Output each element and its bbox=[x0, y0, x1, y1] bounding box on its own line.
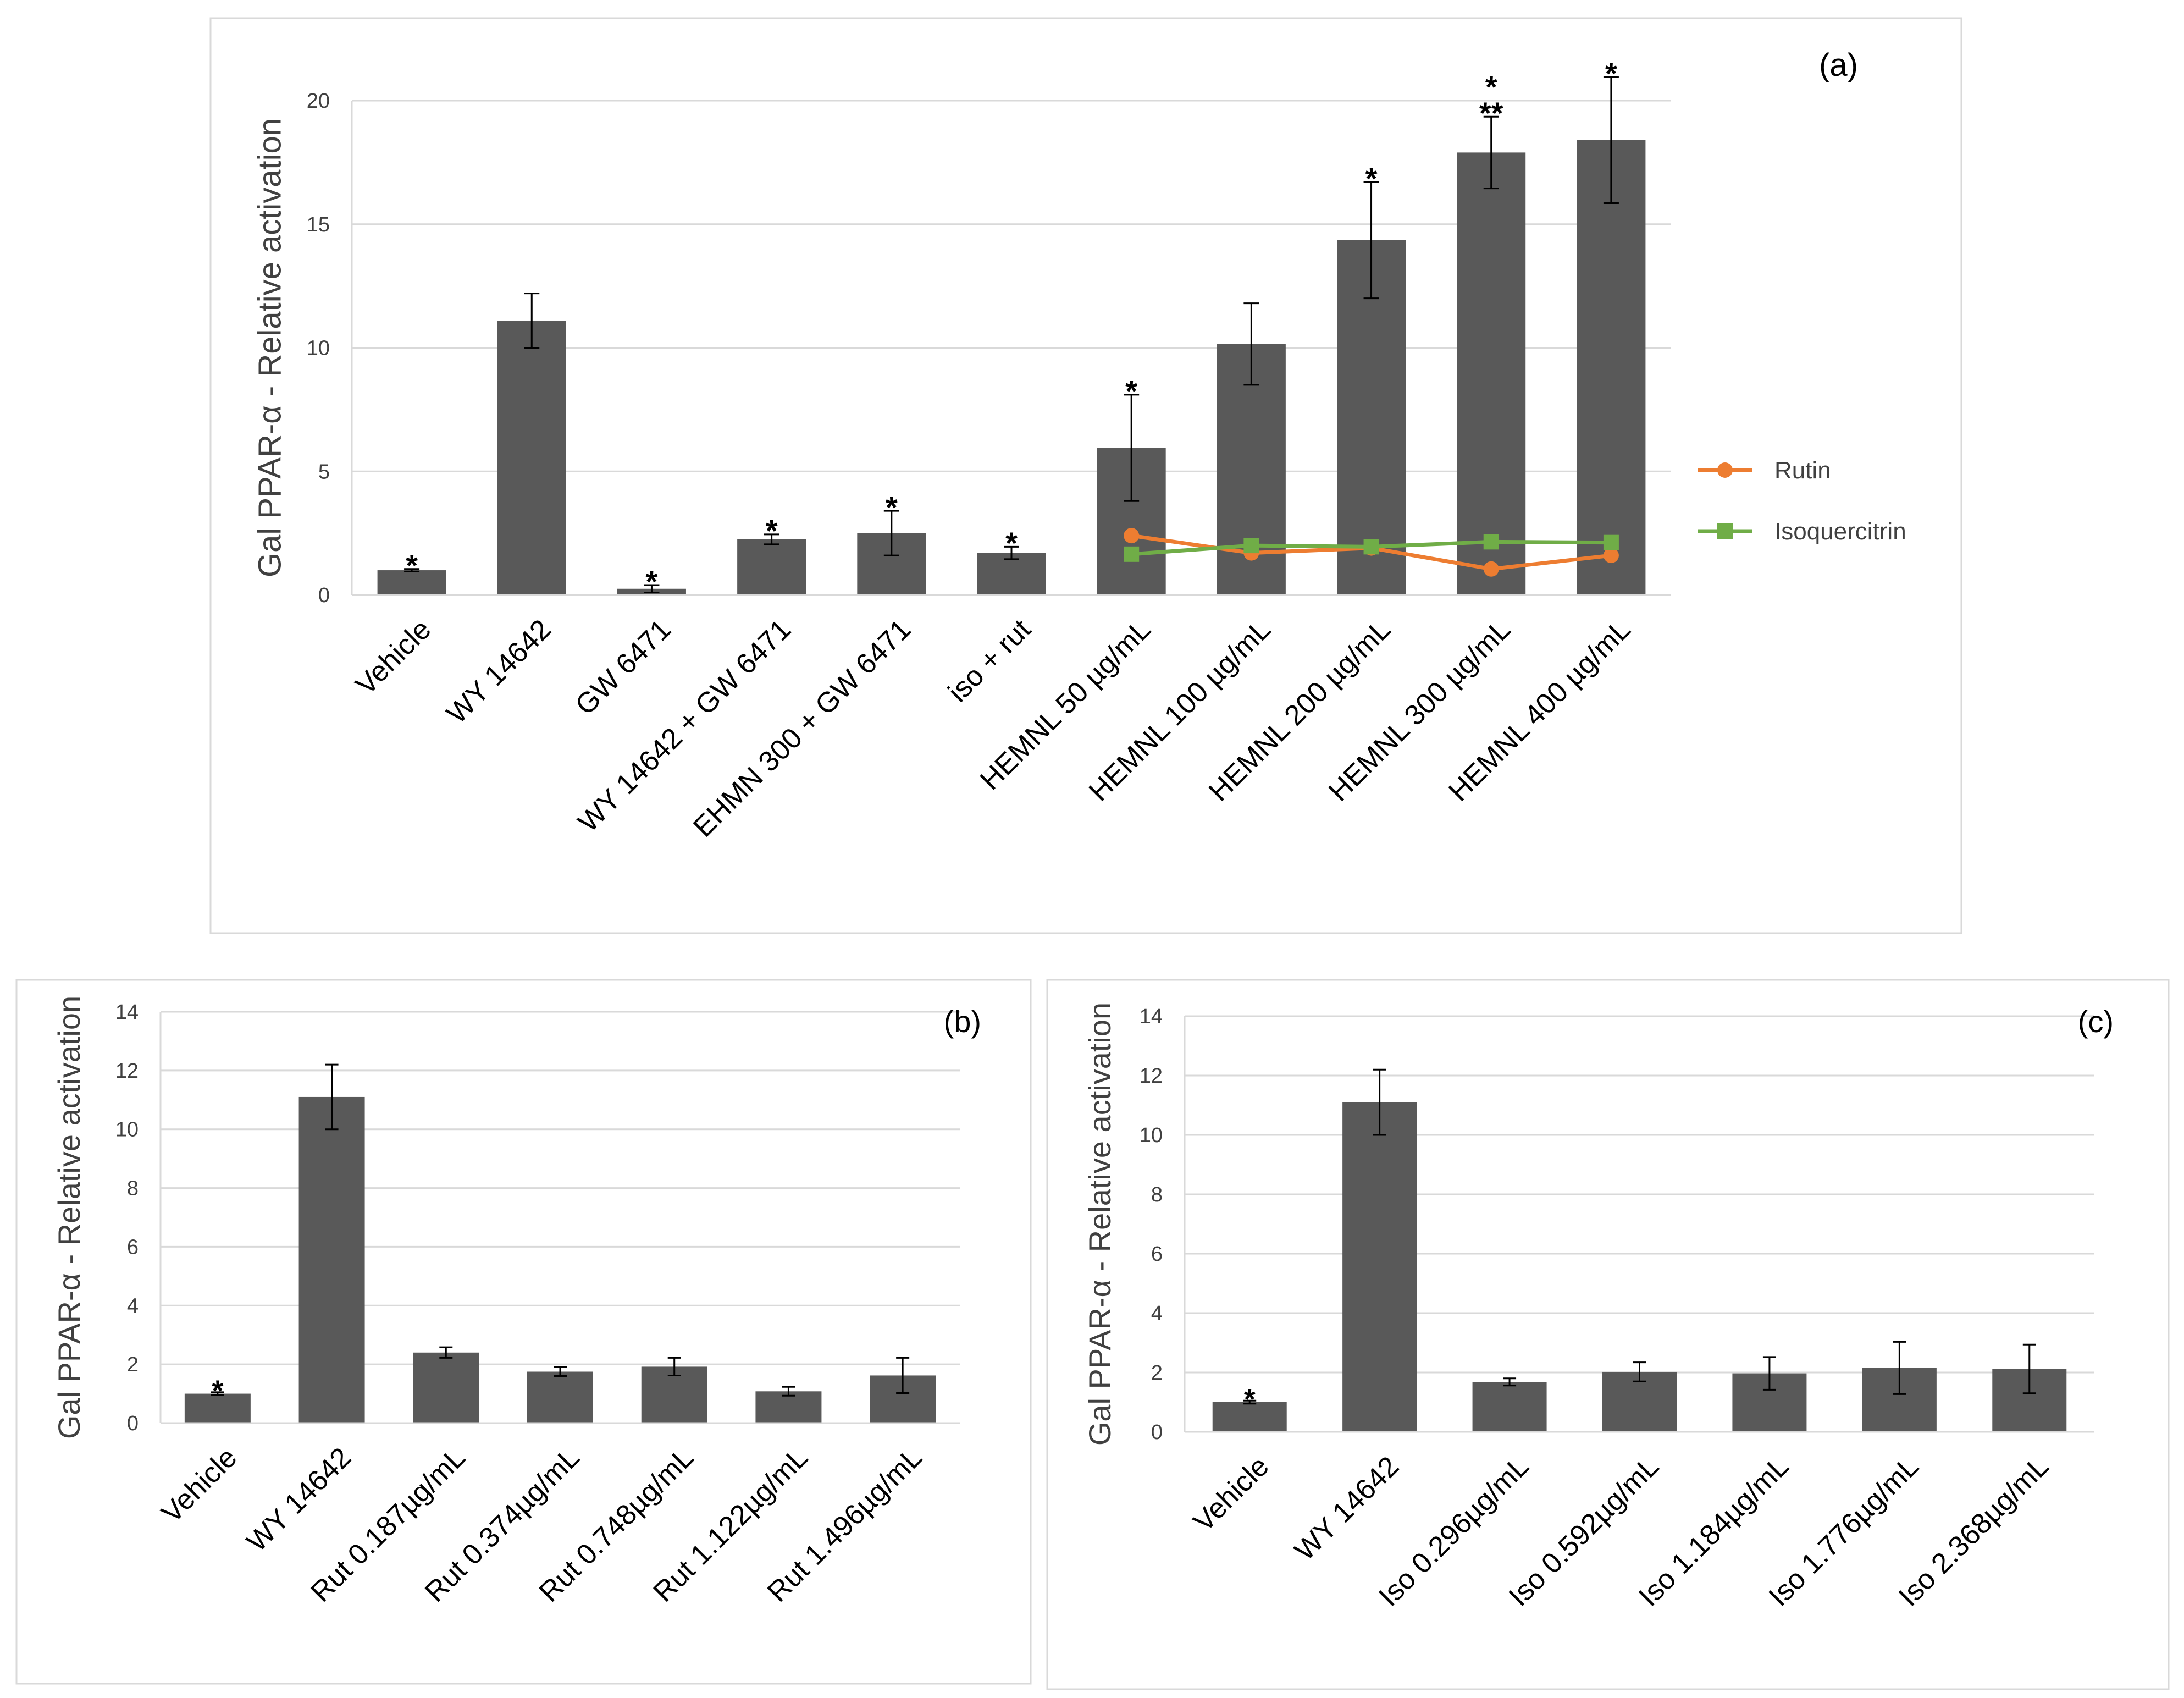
legend-marker bbox=[1717, 523, 1733, 539]
y-axis-title: Gal PPAR-α - Relative activation bbox=[52, 996, 86, 1439]
bar bbox=[184, 1393, 251, 1423]
y-tick-label: 15 bbox=[307, 213, 330, 236]
significance-marker: * bbox=[1244, 1383, 1256, 1416]
significance-marker: * bbox=[1365, 161, 1378, 196]
bar bbox=[298, 1096, 365, 1423]
y-tick-label: 8 bbox=[127, 1177, 139, 1200]
series-point bbox=[1603, 548, 1619, 564]
series-point bbox=[1363, 539, 1379, 555]
y-tick-label: 0 bbox=[318, 584, 330, 607]
panel-c-frame bbox=[1046, 979, 2170, 1690]
y-axis-title: Gal PPAR-α - Relative activation bbox=[1082, 1002, 1117, 1446]
series-point bbox=[1603, 534, 1619, 550]
series-point bbox=[1483, 561, 1499, 577]
bar bbox=[527, 1371, 593, 1423]
panel-b-frame bbox=[15, 979, 1032, 1685]
series-point bbox=[1124, 528, 1140, 544]
y-tick-label: 4 bbox=[127, 1294, 139, 1317]
significance-marker: * bbox=[1605, 56, 1617, 91]
y-tick-label: 2 bbox=[127, 1353, 139, 1376]
y-tick-label: 14 bbox=[115, 1001, 139, 1024]
y-tick-label: 10 bbox=[115, 1118, 139, 1142]
panel-label: (b) bbox=[944, 1004, 981, 1039]
bar bbox=[1472, 1382, 1547, 1432]
series-point bbox=[1124, 546, 1140, 562]
y-axis-title: Gal PPAR-α - Relative activation bbox=[252, 118, 287, 577]
y-tick-label: 5 bbox=[318, 460, 330, 483]
significance-marker: * bbox=[1005, 526, 1018, 560]
significance-marker: * bbox=[406, 548, 418, 583]
series-point bbox=[1243, 538, 1259, 554]
bar bbox=[1457, 152, 1526, 595]
bar bbox=[1337, 240, 1406, 595]
y-tick-label: 12 bbox=[115, 1060, 139, 1083]
legend-marker bbox=[1717, 462, 1733, 478]
bar bbox=[1577, 140, 1646, 596]
y-tick-label: 4 bbox=[1151, 1302, 1163, 1325]
legend-label: Rutin bbox=[1774, 457, 1831, 484]
y-tick-label: 0 bbox=[127, 1412, 139, 1435]
significance-marker: * bbox=[1125, 374, 1137, 409]
y-tick-label: 8 bbox=[1151, 1183, 1163, 1206]
significance-marker: * bbox=[212, 1375, 223, 1408]
y-tick-label: 10 bbox=[1140, 1124, 1163, 1147]
y-tick-label: 12 bbox=[1140, 1065, 1163, 1088]
y-tick-label: 10 bbox=[307, 337, 330, 360]
significance-marker: * bbox=[886, 490, 898, 525]
bar bbox=[497, 321, 566, 595]
bar bbox=[737, 539, 806, 595]
significance-marker: * bbox=[1485, 69, 1497, 104]
y-tick-label: 6 bbox=[127, 1236, 139, 1259]
bar bbox=[755, 1391, 822, 1423]
bar bbox=[413, 1352, 479, 1423]
bar bbox=[1212, 1402, 1287, 1432]
y-tick-label: 14 bbox=[1140, 1005, 1163, 1028]
significance-marker: * bbox=[646, 564, 658, 599]
panel-a-frame bbox=[209, 17, 1962, 934]
y-tick-label: 0 bbox=[1151, 1421, 1163, 1444]
y-tick-label: 6 bbox=[1151, 1243, 1163, 1266]
panel-label: (a) bbox=[1819, 47, 1858, 83]
bar bbox=[1342, 1102, 1417, 1432]
significance-marker: * bbox=[766, 514, 778, 548]
panel-label: (c) bbox=[2078, 1004, 2114, 1039]
series-point bbox=[1483, 534, 1499, 550]
bar bbox=[377, 570, 446, 595]
legend-label: Isoquercitrin bbox=[1774, 518, 1906, 545]
y-tick-label: 2 bbox=[1151, 1361, 1163, 1385]
y-tick-label: 20 bbox=[307, 90, 330, 113]
significance-marker: ** bbox=[1479, 96, 1503, 130]
